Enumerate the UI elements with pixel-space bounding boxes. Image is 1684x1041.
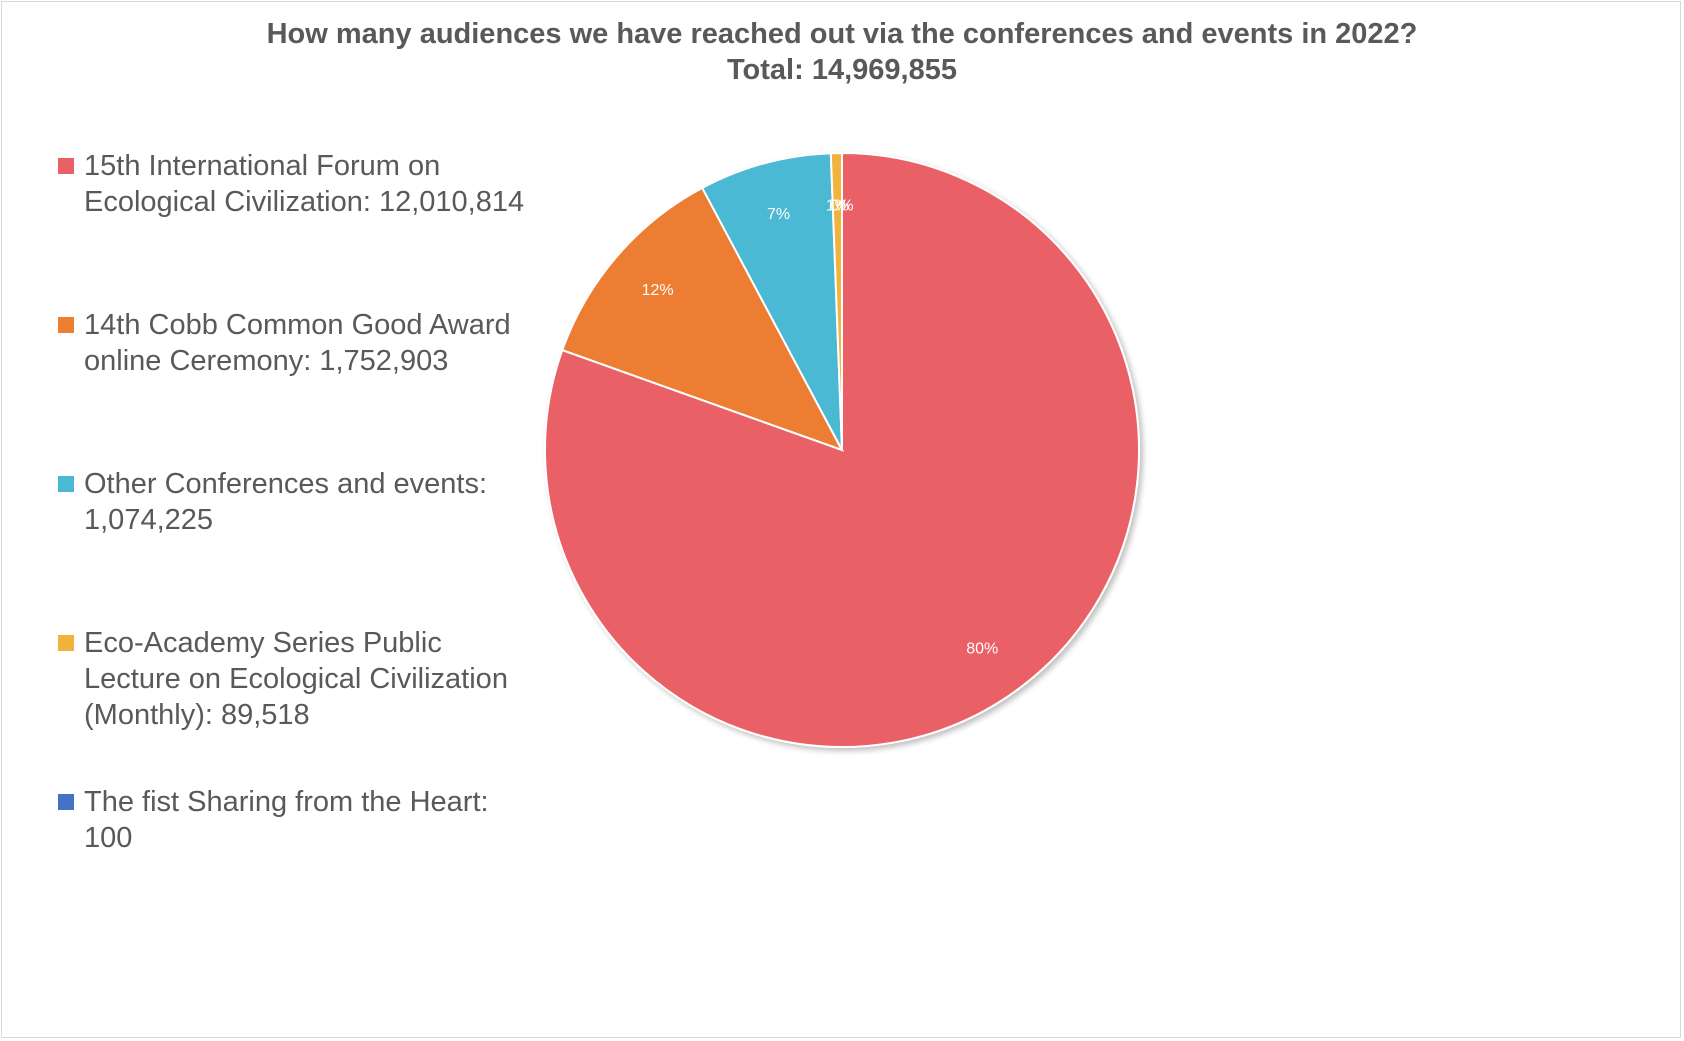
legend-label-line: 100 xyxy=(84,822,133,854)
pie-slice xyxy=(700,152,843,451)
legend-swatch xyxy=(58,635,74,651)
chart-subtitle: Total: 14,969,855 xyxy=(727,54,957,86)
pie-slice xyxy=(561,186,845,452)
legend-label: Other Conferences and events: 1,074,225 xyxy=(84,466,584,538)
chart-title: How many audiences we have reached out v… xyxy=(266,18,1418,50)
slice-percent-label: 12% xyxy=(642,282,674,299)
legend-label: The fist Sharing from the Heart: 100 xyxy=(84,784,584,856)
legend-swatch xyxy=(58,794,74,810)
legend-label-line: 15th International Forum on xyxy=(84,150,441,182)
pie-slice xyxy=(544,151,1140,748)
legend-label-line: Ecological Civilization: 12,010,814 xyxy=(84,186,525,218)
legend-label-line: Other Conferences and events: xyxy=(84,468,488,500)
legend-swatch xyxy=(58,317,74,333)
legend-label-line: (Monthly): 89,518 xyxy=(84,699,310,731)
legend-label-line: online Ceremony: 1,752,903 xyxy=(84,345,449,377)
legend-swatch xyxy=(58,476,74,492)
slice-percent-label: 7% xyxy=(767,206,790,223)
legend-label-line: 14th Cobb Common Good Award xyxy=(84,309,511,341)
legend-label-line: Lecture on Ecological Civilization xyxy=(84,663,508,695)
slice-percent-label: 0% xyxy=(830,198,853,215)
legend-label-line: The fist Sharing from the Heart: xyxy=(84,786,489,818)
legend-label: 15th International Forum on Ecological C… xyxy=(84,148,584,220)
legend-label-line: 1,074,225 xyxy=(84,504,214,536)
legend-label: Eco-Academy Series Public Lecture on Eco… xyxy=(84,625,584,733)
legend-label: 14th Cobb Common Good Award online Cerem… xyxy=(84,307,584,379)
slice-percent-label: 1% xyxy=(826,198,849,215)
legend-swatch xyxy=(58,158,74,174)
legend-label-line: Eco-Academy Series Public xyxy=(84,627,442,659)
chart-title-block: How many audiences we have reached out v… xyxy=(0,16,1684,88)
slice-percent-label: 80% xyxy=(966,640,998,657)
